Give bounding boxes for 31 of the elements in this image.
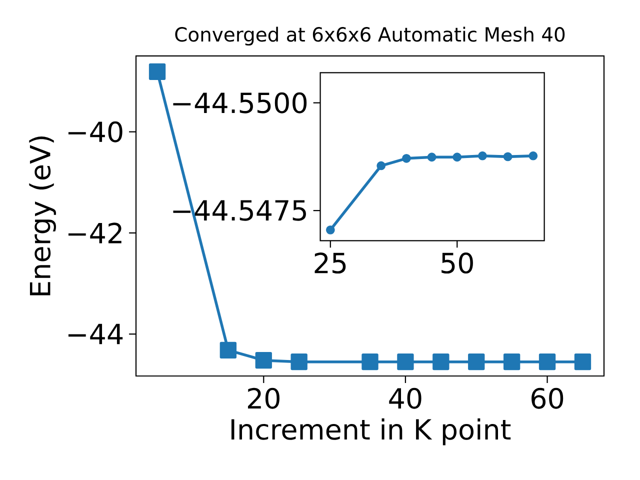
point <box>290 354 308 370</box>
point <box>220 342 237 359</box>
point <box>326 225 335 234</box>
y-tick-label: −44.5500 <box>173 92 307 114</box>
point <box>397 354 414 370</box>
point <box>148 63 166 80</box>
point <box>427 152 436 162</box>
y-tick-label: −40 <box>68 121 122 142</box>
y-tick-label: −44 <box>68 324 123 344</box>
point <box>503 354 520 370</box>
x-tick-label: 40 <box>389 388 422 409</box>
point <box>452 152 462 162</box>
x-axis-title: Increment in K point <box>231 418 511 446</box>
x-tick-label: 60 <box>532 388 564 409</box>
point <box>376 161 386 170</box>
point <box>402 154 411 163</box>
point <box>574 354 592 370</box>
point <box>503 152 512 162</box>
y-axis-title: Energy (eV) <box>29 136 56 296</box>
point <box>432 354 450 370</box>
x-tick-label: 20 <box>248 388 280 409</box>
point <box>528 151 538 160</box>
point <box>538 354 556 370</box>
chart-title: Converged at 6x6x6 Automatic Mesh 40 <box>175 26 565 46</box>
y-tick-label: −42 <box>68 222 122 244</box>
point <box>478 151 487 160</box>
point <box>362 354 378 370</box>
point <box>468 354 485 370</box>
x-tick-label: 50 <box>442 252 473 274</box>
point <box>255 352 272 369</box>
x-tick-label: 25 <box>314 252 346 274</box>
